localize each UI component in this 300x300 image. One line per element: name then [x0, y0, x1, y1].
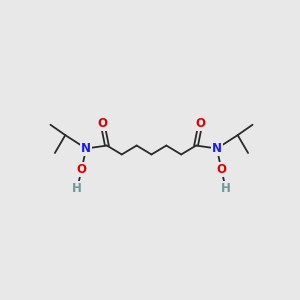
- Text: O: O: [76, 163, 87, 176]
- Text: O: O: [216, 163, 226, 176]
- Text: N: N: [212, 142, 222, 155]
- Text: O: O: [98, 117, 107, 130]
- Text: H: H: [221, 182, 231, 195]
- Text: H: H: [72, 182, 82, 195]
- Text: N: N: [81, 142, 91, 155]
- Text: O: O: [196, 117, 206, 130]
